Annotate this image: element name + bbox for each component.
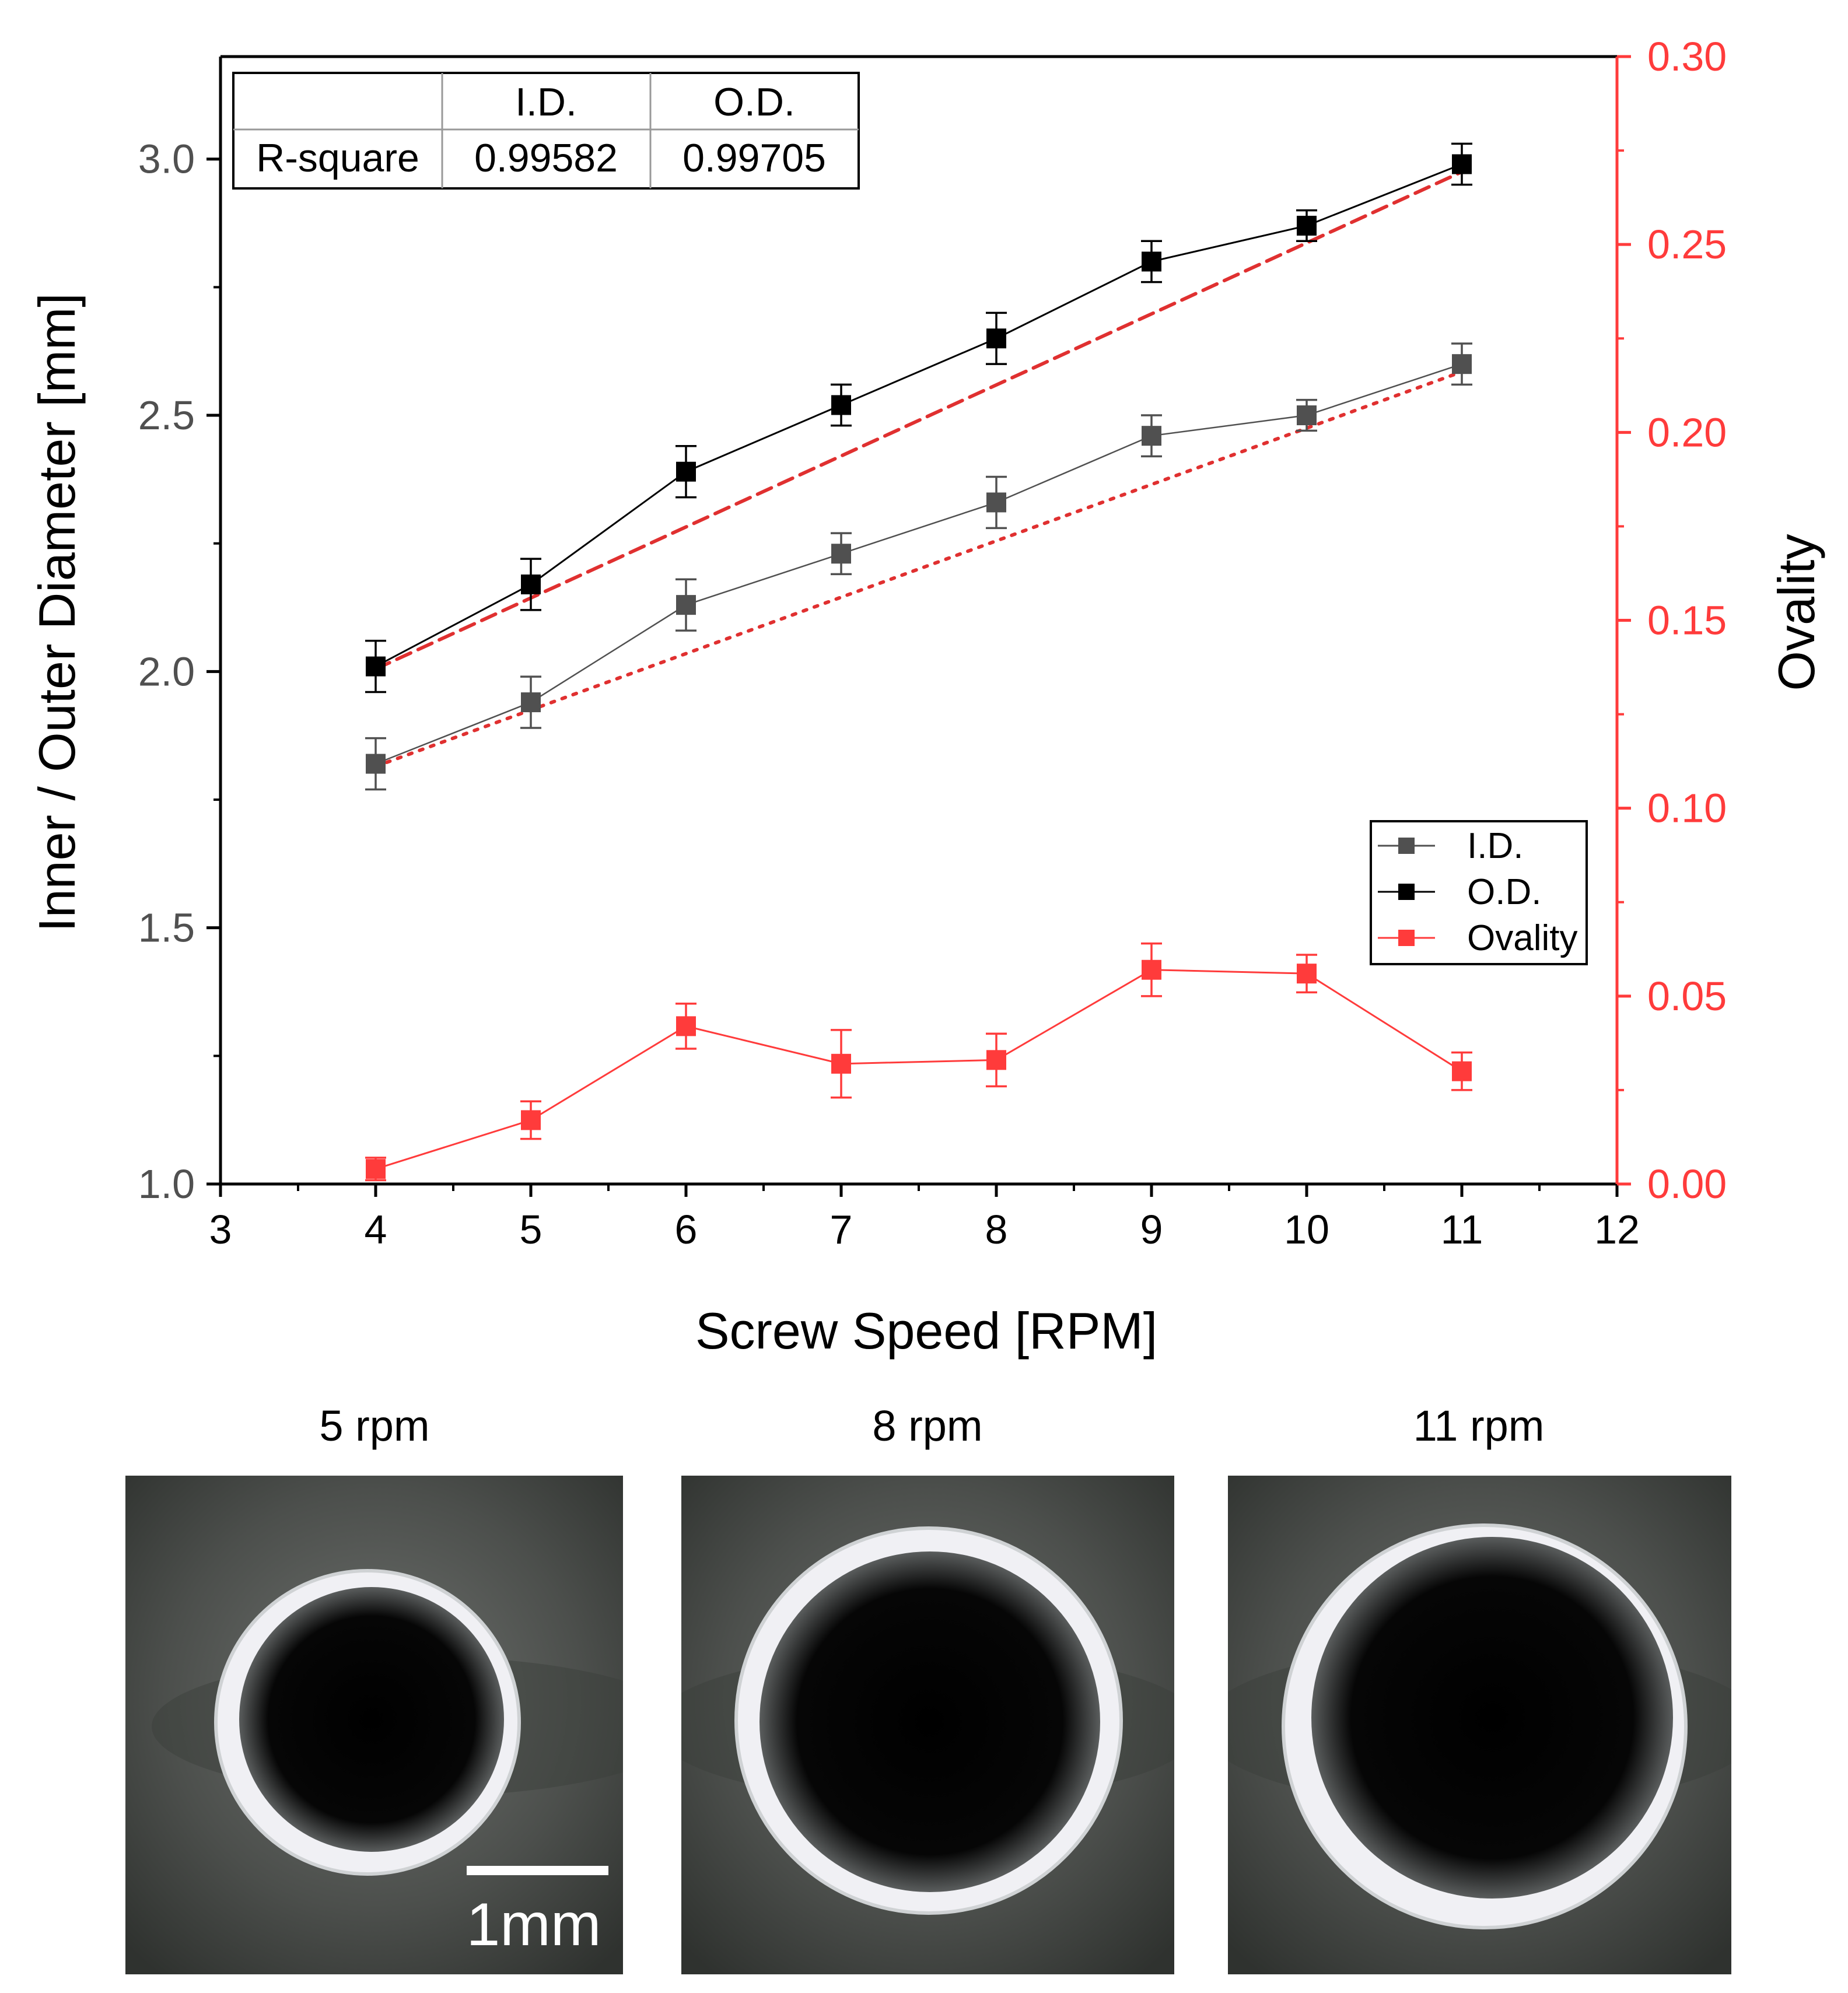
table-row-label: R-square xyxy=(256,136,419,180)
y-axis-left: 1.0 1.5 2.0 2.5 3.0 xyxy=(138,136,220,1207)
legend-marker-ovality xyxy=(1398,930,1415,946)
x-tick-label: 6 xyxy=(675,1207,698,1252)
table-value-od: 0.99705 xyxy=(682,136,826,180)
y-axis-right: 0.00 0.05 0.10 0.15 0.20 0.25 0.30 xyxy=(1617,34,1727,1207)
x-tick-label: 5 xyxy=(520,1207,542,1252)
r-square-table: I.D. O.D. R-square 0.99582 0.99705 xyxy=(232,72,860,190)
plot-area xyxy=(219,55,1619,1186)
x-tick-label: 10 xyxy=(1284,1207,1329,1252)
x-tick-label: 12 xyxy=(1594,1207,1640,1252)
x-tick-label: 7 xyxy=(830,1207,853,1252)
x-tick-label: 11 xyxy=(1441,1207,1483,1252)
y-tick-label: 1.0 xyxy=(138,1161,195,1207)
data-point xyxy=(1142,251,1161,272)
x-axis-label: Screw Speed [RPM] xyxy=(695,1302,1157,1360)
y-axis-label: Inner / Outer Diameter [mm] xyxy=(28,293,86,931)
series-line xyxy=(375,969,1462,1170)
table-header-od: O.D. xyxy=(713,80,795,124)
data-point xyxy=(676,1016,696,1036)
data-point xyxy=(1452,154,1472,174)
data-point xyxy=(1452,354,1472,374)
y-right-tick-label: 0.00 xyxy=(1647,1161,1727,1207)
data-point xyxy=(986,492,1006,513)
y-right-tick-label: 0.05 xyxy=(1647,973,1727,1019)
data-point xyxy=(676,461,696,482)
data-point xyxy=(366,1159,386,1179)
tube-lumen-8rpm xyxy=(760,1551,1100,1892)
tube-lumen-11rpm xyxy=(1311,1537,1673,1899)
photo-5rpm: 1mm xyxy=(125,1476,623,1974)
fit-line xyxy=(374,170,1464,671)
legend-item-od: O.D. xyxy=(1378,872,1541,912)
data-point xyxy=(676,595,696,615)
legend-marker-id xyxy=(1398,838,1415,854)
photo-11rpm xyxy=(1228,1476,1731,1974)
y-tick-label: 3.0 xyxy=(138,136,195,182)
data-point xyxy=(1142,426,1161,446)
table-value-id: 0.99582 xyxy=(474,136,618,180)
data-point xyxy=(366,656,386,677)
x-tick-label: 8 xyxy=(985,1207,1008,1252)
photo-8rpm xyxy=(681,1476,1174,1974)
x-tick-label: 4 xyxy=(365,1207,387,1252)
data-point xyxy=(521,574,541,594)
table-header-id: I.D. xyxy=(515,80,577,124)
data-point xyxy=(831,544,851,564)
legend-label-id: I.D. xyxy=(1467,826,1523,866)
data-markers xyxy=(366,154,1472,1179)
y-right-tick-label: 0.30 xyxy=(1647,34,1727,79)
y-right-tick-label: 0.20 xyxy=(1647,409,1727,455)
tube-lumen-5rpm xyxy=(239,1587,504,1852)
legend-marker-od xyxy=(1398,884,1415,900)
legend-item-ovality: Ovality xyxy=(1378,918,1577,958)
y-tick-label: 2.5 xyxy=(138,393,195,438)
data-point xyxy=(986,328,1006,349)
y-right-tick-label: 0.15 xyxy=(1647,598,1727,643)
data-point xyxy=(521,1110,541,1130)
series-line xyxy=(375,363,1462,765)
scale-bar-label: 1mm xyxy=(466,1891,601,1959)
y-right-tick-label: 0.25 xyxy=(1647,222,1727,267)
y-tick-label: 1.5 xyxy=(138,905,195,951)
y-axis-right-label: Ovality xyxy=(1768,534,1825,691)
data-point xyxy=(366,754,386,774)
data-point xyxy=(1297,964,1317,984)
data-point xyxy=(1297,215,1317,236)
legend-label-od: O.D. xyxy=(1467,872,1541,912)
photo-caption-8rpm: 8 rpm xyxy=(872,1402,982,1450)
legend-item-id: I.D. xyxy=(1378,826,1523,866)
data-point xyxy=(1452,1061,1472,1081)
error-bars xyxy=(365,142,1472,1182)
series-lines xyxy=(375,163,1462,1170)
data-point xyxy=(831,1053,851,1074)
y-tick-label: 2.0 xyxy=(138,649,195,694)
x-axis: 3 4 5 6 7 8 9 10 11 12 xyxy=(209,1184,1640,1252)
y-right-tick-label: 0.10 xyxy=(1647,786,1727,831)
data-point xyxy=(1297,405,1317,426)
data-point xyxy=(986,1050,1006,1070)
legend-label-ovality: Ovality xyxy=(1467,918,1577,958)
data-point xyxy=(521,692,541,713)
data-point xyxy=(1142,959,1161,980)
fit-lines xyxy=(374,170,1464,768)
x-tick-label: 9 xyxy=(1140,1207,1163,1252)
data-point xyxy=(831,395,851,415)
x-tick-label: 3 xyxy=(209,1207,232,1252)
photo-caption-5rpm: 5 rpm xyxy=(319,1402,429,1450)
legend: I.D. O.D. Ovality xyxy=(1370,820,1588,965)
series-line xyxy=(375,163,1462,667)
photo-caption-11rpm: 11 rpm xyxy=(1413,1402,1545,1450)
